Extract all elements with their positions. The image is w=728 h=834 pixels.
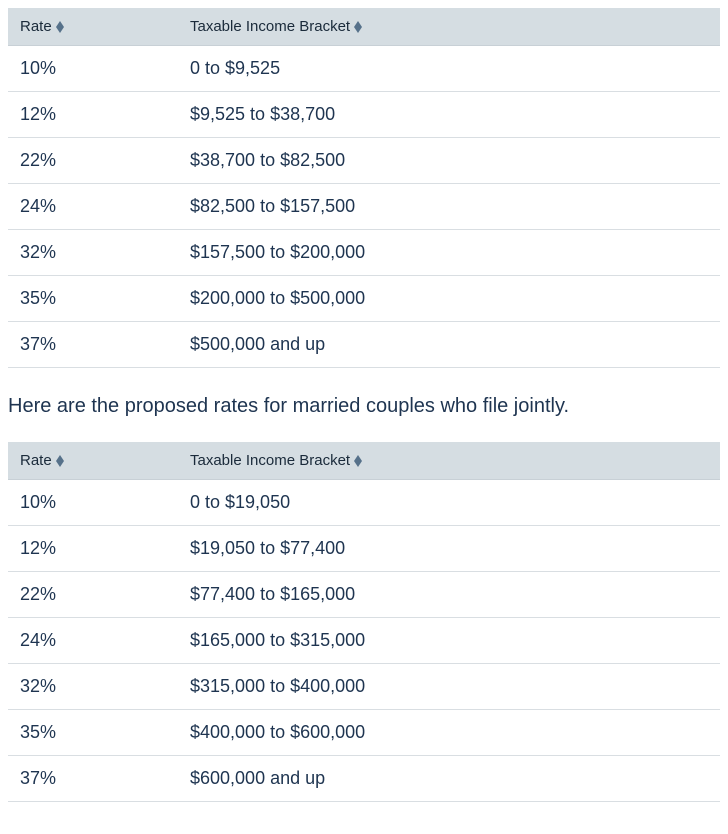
table-header-row: Rate Taxable Income Bracket bbox=[8, 8, 720, 46]
cell-rate: 35% bbox=[8, 710, 178, 756]
column-header-rate[interactable]: Rate bbox=[8, 8, 178, 46]
tax-table-single: Rate Taxable Income Bracket 10% bbox=[8, 8, 720, 368]
cell-rate: 32% bbox=[8, 230, 178, 276]
cell-rate: 24% bbox=[8, 184, 178, 230]
tax-table-married: Rate Taxable Income Bracket 10% bbox=[8, 442, 720, 802]
cell-bracket: $400,000 to $600,000 bbox=[178, 710, 720, 756]
cell-bracket: $157,500 to $200,000 bbox=[178, 230, 720, 276]
table-row: 22%$38,700 to $82,500 bbox=[8, 138, 720, 184]
cell-bracket: $19,050 to $77,400 bbox=[178, 526, 720, 572]
cell-bracket: $38,700 to $82,500 bbox=[178, 138, 720, 184]
cell-bracket: $315,000 to $400,000 bbox=[178, 664, 720, 710]
cell-bracket: $600,000 and up bbox=[178, 756, 720, 802]
cell-rate: 12% bbox=[8, 526, 178, 572]
table-row: 12%$19,050 to $77,400 bbox=[8, 526, 720, 572]
sort-icon bbox=[354, 21, 362, 33]
cell-bracket: 0 to $19,050 bbox=[178, 480, 720, 526]
cell-bracket: $165,000 to $315,000 bbox=[178, 618, 720, 664]
table-row: 24%$165,000 to $315,000 bbox=[8, 618, 720, 664]
sort-icon bbox=[354, 455, 362, 467]
column-header-bracket[interactable]: Taxable Income Bracket bbox=[178, 8, 720, 46]
cell-rate: 22% bbox=[8, 572, 178, 618]
cell-rate: 37% bbox=[8, 322, 178, 368]
cell-bracket: $82,500 to $157,500 bbox=[178, 184, 720, 230]
cell-rate: 10% bbox=[8, 46, 178, 92]
table-row: 35%$400,000 to $600,000 bbox=[8, 710, 720, 756]
cell-rate: 22% bbox=[8, 138, 178, 184]
column-header-label: Taxable Income Bracket bbox=[190, 452, 350, 469]
cell-rate: 37% bbox=[8, 756, 178, 802]
column-header-bracket[interactable]: Taxable Income Bracket bbox=[178, 442, 720, 480]
sort-icon bbox=[56, 21, 64, 33]
cell-bracket: 0 to $9,525 bbox=[178, 46, 720, 92]
cell-bracket: $500,000 and up bbox=[178, 322, 720, 368]
column-header-label: Rate bbox=[20, 452, 52, 469]
table-row: 37%$600,000 and up bbox=[8, 756, 720, 802]
table-header-row: Rate Taxable Income Bracket bbox=[8, 442, 720, 480]
table-row: 10%0 to $19,050 bbox=[8, 480, 720, 526]
table-row: 10%0 to $9,525 bbox=[8, 46, 720, 92]
cell-bracket: $9,525 to $38,700 bbox=[178, 92, 720, 138]
cell-rate: 12% bbox=[8, 92, 178, 138]
table-row: 24%$82,500 to $157,500 bbox=[8, 184, 720, 230]
table-row: 22%$77,400 to $165,000 bbox=[8, 572, 720, 618]
table-body: 10%0 to $19,050 12%$19,050 to $77,400 22… bbox=[8, 480, 720, 802]
cell-bracket: $200,000 to $500,000 bbox=[178, 276, 720, 322]
table-row: 32%$315,000 to $400,000 bbox=[8, 664, 720, 710]
cell-bracket: $77,400 to $165,000 bbox=[178, 572, 720, 618]
cell-rate: 24% bbox=[8, 618, 178, 664]
column-header-label: Rate bbox=[20, 18, 52, 35]
cell-rate: 10% bbox=[8, 480, 178, 526]
sort-icon bbox=[56, 455, 64, 467]
column-header-rate[interactable]: Rate bbox=[8, 442, 178, 480]
cell-rate: 32% bbox=[8, 664, 178, 710]
cell-rate: 35% bbox=[8, 276, 178, 322]
table-row: 35%$200,000 to $500,000 bbox=[8, 276, 720, 322]
table-body: 10%0 to $9,525 12%$9,525 to $38,700 22%$… bbox=[8, 46, 720, 368]
table-row: 32%$157,500 to $200,000 bbox=[8, 230, 720, 276]
table-row: 12%$9,525 to $38,700 bbox=[8, 92, 720, 138]
intertext-married-jointly: Here are the proposed rates for married … bbox=[8, 392, 720, 420]
table-row: 37%$500,000 and up bbox=[8, 322, 720, 368]
column-header-label: Taxable Income Bracket bbox=[190, 18, 350, 35]
